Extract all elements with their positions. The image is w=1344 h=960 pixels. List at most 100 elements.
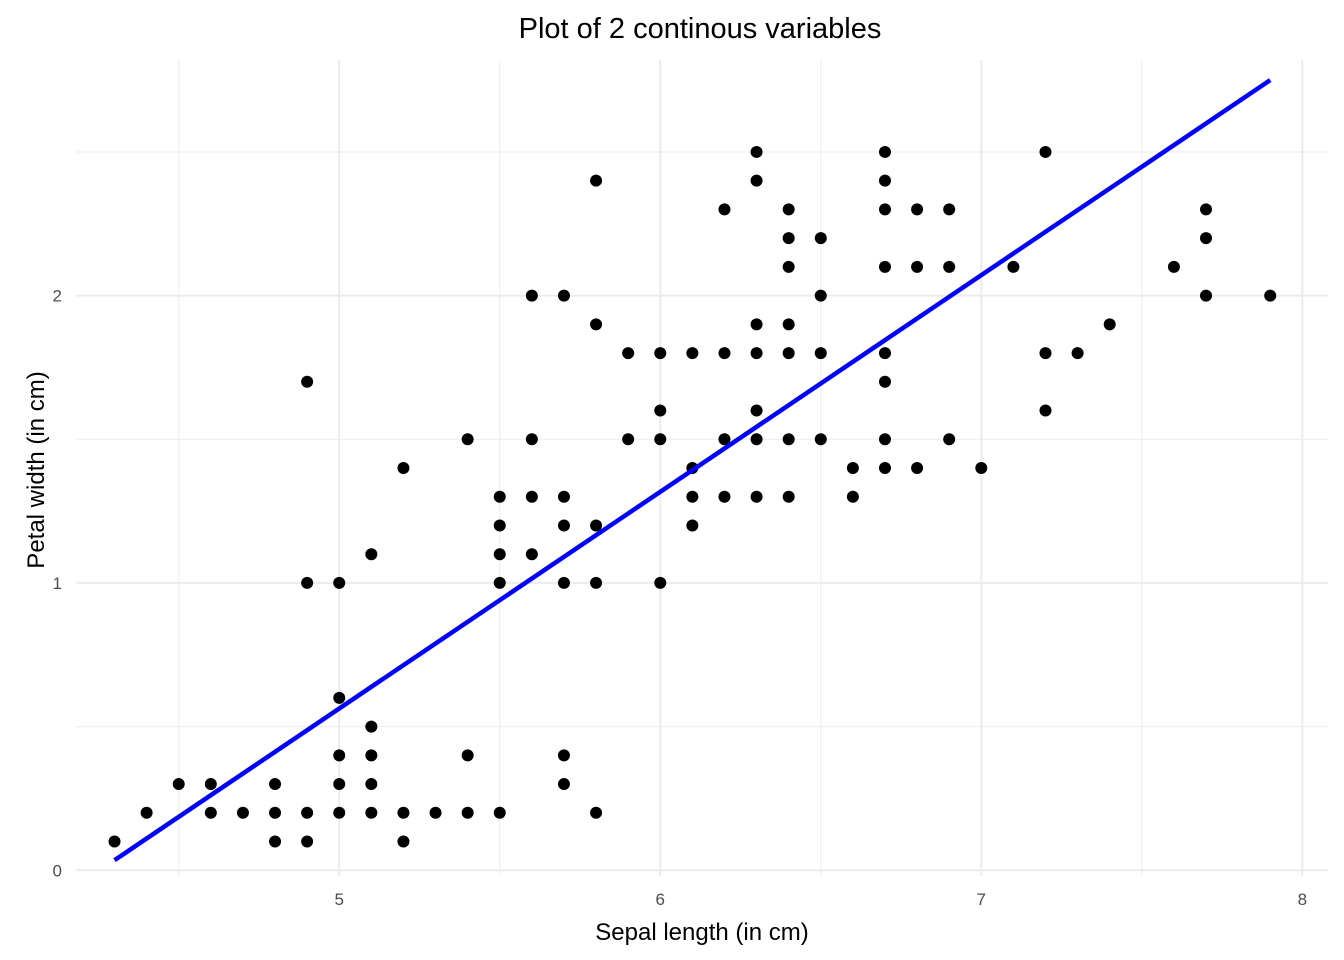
data-point	[1007, 260, 1020, 273]
regression-line-layer	[113, 78, 1272, 863]
x-tick-label: 7	[977, 890, 986, 909]
data-point	[718, 490, 731, 503]
data-point	[1039, 404, 1052, 417]
data-point	[525, 433, 538, 446]
data-point	[493, 490, 506, 503]
data-point	[750, 404, 763, 417]
data-point	[750, 433, 763, 446]
data-point	[1200, 232, 1213, 245]
data-point	[750, 318, 763, 331]
data-point	[1200, 203, 1213, 216]
data-point	[365, 806, 378, 819]
data-point	[1200, 289, 1213, 302]
data-point	[782, 490, 795, 503]
y-tick-label: 0	[53, 861, 62, 880]
data-point	[782, 232, 795, 245]
data-point	[878, 174, 891, 187]
data-point	[269, 778, 282, 791]
x-tick-label: 5	[335, 890, 344, 909]
data-point	[269, 806, 282, 819]
data-point	[397, 835, 410, 848]
y-tick-label: 1	[53, 574, 62, 593]
data-point	[493, 576, 506, 589]
chart-title: Plot of 2 continous variables	[519, 13, 882, 45]
data-point	[397, 806, 410, 819]
data-point	[878, 347, 891, 360]
data-point	[654, 433, 667, 446]
data-point	[557, 519, 570, 532]
data-point	[525, 289, 538, 302]
x-axis-title: Sepal length (in cm)	[595, 919, 808, 946]
data-point	[911, 260, 924, 273]
data-point	[1039, 145, 1052, 158]
tick-labels: 5 6 7 8 0 1 2	[53, 287, 1308, 909]
data-point	[846, 462, 859, 474]
y-axis-title: Petal width (in cm)	[23, 371, 50, 568]
data-point	[814, 289, 827, 302]
data-point	[654, 576, 667, 589]
data-point	[846, 490, 859, 503]
data-point	[525, 548, 538, 561]
data-point	[654, 347, 667, 360]
data-points	[108, 145, 1277, 848]
data-point	[782, 203, 795, 216]
data-point	[557, 576, 570, 589]
y-tick-label: 2	[53, 287, 62, 306]
data-point	[493, 806, 506, 819]
data-point	[365, 548, 378, 561]
data-point	[236, 806, 249, 819]
data-point	[975, 462, 988, 474]
data-point	[943, 203, 956, 216]
data-point	[140, 806, 153, 819]
data-point	[943, 433, 956, 446]
data-point	[911, 203, 924, 216]
data-point	[461, 806, 474, 819]
data-point	[782, 433, 795, 446]
data-point	[525, 490, 538, 503]
data-point	[878, 462, 891, 474]
data-point	[333, 806, 346, 819]
data-point	[365, 778, 378, 791]
data-point	[301, 576, 314, 589]
data-point	[1071, 347, 1084, 360]
data-point	[333, 749, 346, 762]
data-point	[301, 375, 314, 388]
data-point	[750, 490, 763, 503]
data-point	[204, 778, 217, 791]
data-point	[654, 404, 667, 417]
data-point	[686, 490, 699, 503]
data-point	[1039, 347, 1052, 360]
data-point	[204, 806, 217, 819]
data-point	[429, 806, 442, 819]
data-point	[622, 347, 635, 360]
data-point	[301, 835, 314, 848]
data-point	[333, 778, 346, 791]
data-point	[718, 347, 731, 360]
data-point	[493, 548, 506, 561]
data-point	[590, 174, 603, 187]
data-point	[878, 260, 891, 273]
data-point	[911, 462, 924, 474]
data-point	[878, 375, 891, 388]
data-point	[461, 433, 474, 446]
data-point	[365, 720, 378, 733]
data-point	[557, 749, 570, 762]
data-point	[333, 691, 346, 704]
data-point	[557, 778, 570, 791]
data-point	[750, 347, 763, 360]
data-point	[365, 749, 378, 762]
data-point	[557, 490, 570, 503]
data-point	[333, 576, 346, 589]
data-point	[590, 318, 603, 331]
data-point	[1103, 318, 1116, 331]
gridlines	[76, 60, 1328, 876]
data-point	[750, 174, 763, 187]
data-point	[814, 232, 827, 245]
regression-line	[113, 78, 1272, 863]
data-point	[557, 289, 570, 302]
x-tick-label: 6	[656, 890, 665, 909]
data-point	[461, 749, 474, 762]
data-point	[943, 260, 956, 273]
